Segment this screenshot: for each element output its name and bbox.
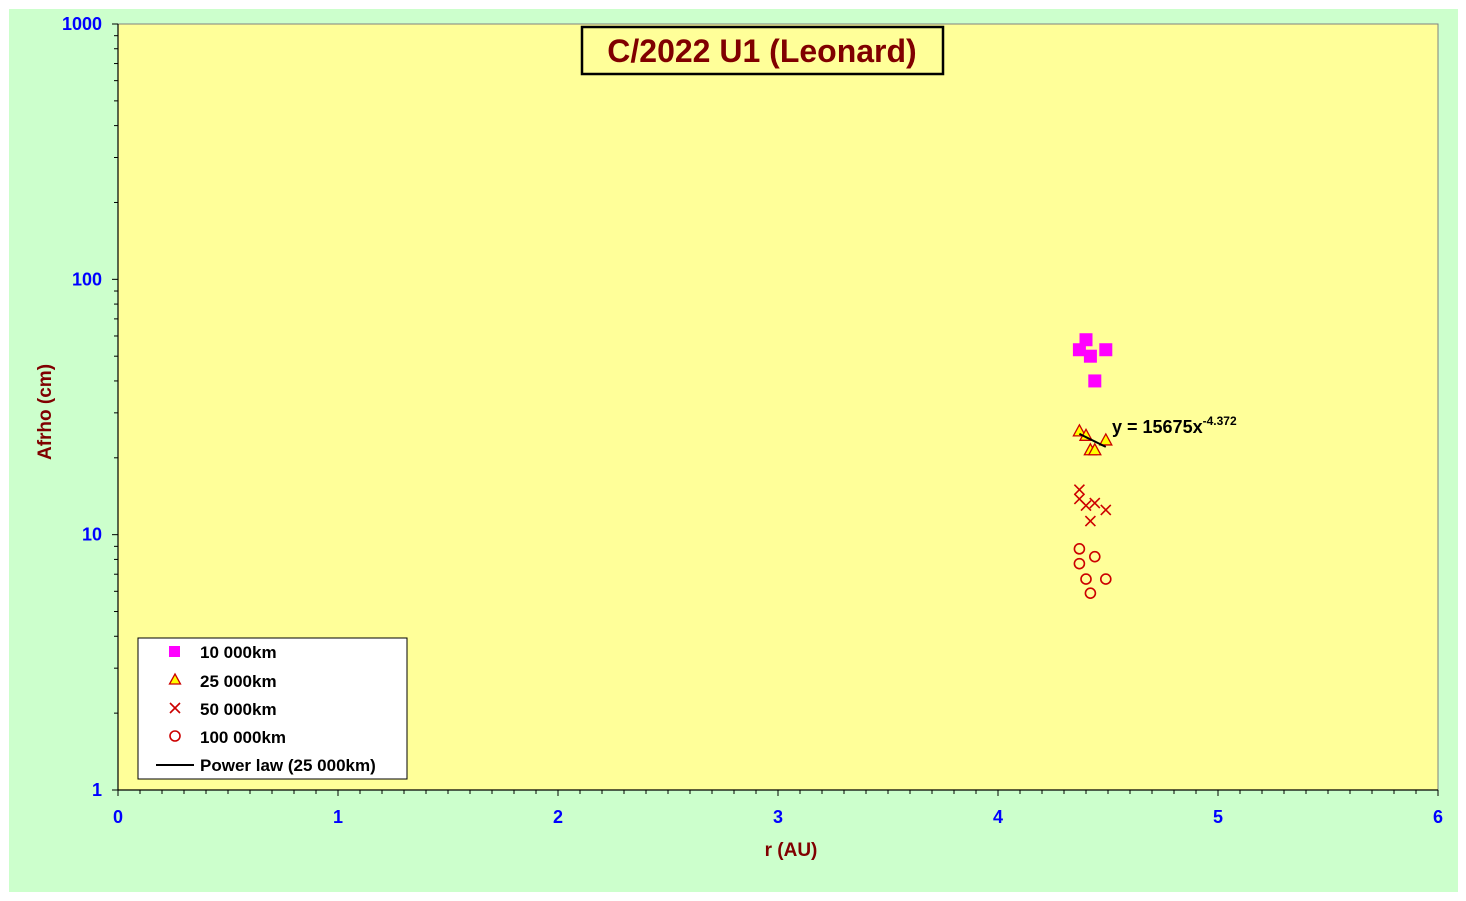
y-tick-label: 100	[72, 269, 102, 289]
legend-box	[137, 637, 408, 780]
legend-marker-circle	[169, 730, 181, 742]
data-marks	[1072, 333, 1113, 599]
x-tick-label: 1	[333, 807, 343, 827]
x-tick-label: 0	[113, 807, 123, 827]
data-point-circle	[1080, 573, 1092, 585]
data-point-x	[1084, 515, 1096, 527]
data-point-circle	[1100, 573, 1112, 585]
x-tick-label: 5	[1213, 807, 1223, 827]
chart-title-box	[580, 25, 945, 76]
legend-label-series-4: 100 000km	[200, 728, 286, 747]
data-point-triangle	[1098, 432, 1113, 446]
legend-marker-triangle	[168, 672, 182, 685]
legend-label-series-3: 50 000km	[200, 700, 277, 719]
chart-title: C/2022 U1 (Leonard)	[607, 33, 916, 69]
x-tick-label: 6	[1433, 807, 1443, 827]
data-point-square	[1072, 343, 1086, 357]
data-point-x	[1073, 484, 1085, 496]
data-point-circle	[1073, 543, 1086, 555]
legend: 10 000km 25 000km 50 000km 100 000km Pow…	[137, 637, 408, 780]
legend-label-trendline: Power law (25 000km)	[200, 756, 376, 775]
data-point-square	[1079, 333, 1093, 347]
data-point-circle	[1084, 587, 1097, 599]
data-point-triangle	[1072, 423, 1087, 437]
x-axis-title: r (AU)	[765, 840, 818, 861]
data-point-square	[1099, 343, 1113, 357]
trendline-path	[1078, 432, 1107, 448]
data-point-square	[1088, 374, 1102, 388]
data-point-circle	[1073, 557, 1086, 570]
x-tick-label: 2	[553, 807, 563, 827]
legend-marker-x	[169, 702, 181, 714]
trendline	[1078, 432, 1107, 448]
data-point-triangle	[1087, 442, 1102, 456]
y-tick-label: 10	[82, 525, 102, 545]
y-tick-label: 1000	[62, 14, 102, 34]
legend-marker-square	[169, 646, 180, 657]
data-point-x	[1080, 500, 1092, 512]
y-tick-label: 1	[92, 780, 102, 800]
x-tick-label: 4	[993, 807, 1003, 827]
legend-label-series-2: 25 000km	[200, 672, 277, 691]
trendline-equation-base: y = 15675x	[1112, 417, 1203, 437]
data-point-circle	[1089, 550, 1101, 563]
data-point-x	[1089, 497, 1101, 509]
y-axis-title: Afrho (cm)	[35, 364, 56, 460]
x-tick-label: 3	[773, 807, 783, 827]
legend-label-series-1: 10 000km	[200, 643, 277, 662]
trendline-equation-exponent: -4.372	[1203, 414, 1237, 428]
data-point-square	[1083, 349, 1097, 363]
data-point-x	[1100, 504, 1112, 516]
trendline-equation: y = 15675x-4.372	[1112, 414, 1237, 437]
